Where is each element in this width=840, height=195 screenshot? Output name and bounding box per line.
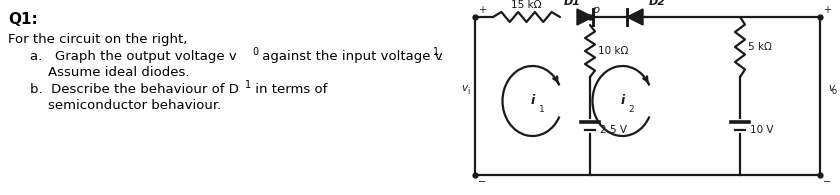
Text: 1: 1 [538,105,544,114]
Text: 2.5 V: 2.5 V [600,125,627,135]
Text: i: i [530,95,534,107]
Text: o: o [832,88,837,97]
Text: v: v [828,83,834,93]
Text: semiconductor behaviour.: semiconductor behaviour. [48,99,221,112]
Text: −: − [478,177,486,187]
Text: i: i [621,95,625,107]
Text: 1: 1 [245,80,251,90]
Text: D1: D1 [564,0,580,7]
Text: 10 V: 10 V [750,125,774,135]
Text: Q1:: Q1: [8,12,38,27]
Text: 0: 0 [252,47,258,57]
Text: v: v [461,83,467,93]
Text: −: − [823,177,831,187]
Text: D2: D2 [648,0,665,7]
Polygon shape [577,9,593,25]
Text: 1: 1 [433,47,439,57]
Text: in terms of: in terms of [251,83,328,96]
Text: 15 kΩ: 15 kΩ [512,0,542,10]
Text: b.  Describe the behaviour of D: b. Describe the behaviour of D [30,83,239,96]
Text: +: + [823,5,831,15]
Text: +: + [478,5,486,15]
Text: Assume ideal diodes.: Assume ideal diodes. [48,66,190,79]
Text: against the input voltage v: against the input voltage v [258,50,443,63]
Text: 5 kΩ: 5 kΩ [748,42,772,52]
Text: a.   Graph the output voltage v: a. Graph the output voltage v [30,50,237,63]
Text: 10 kΩ: 10 kΩ [598,46,628,56]
Polygon shape [627,9,643,25]
Text: .: . [439,50,444,63]
Text: p: p [592,5,599,15]
Text: For the circuit on the right,: For the circuit on the right, [8,33,187,46]
Text: i: i [468,88,470,97]
Text: 2: 2 [628,105,634,114]
